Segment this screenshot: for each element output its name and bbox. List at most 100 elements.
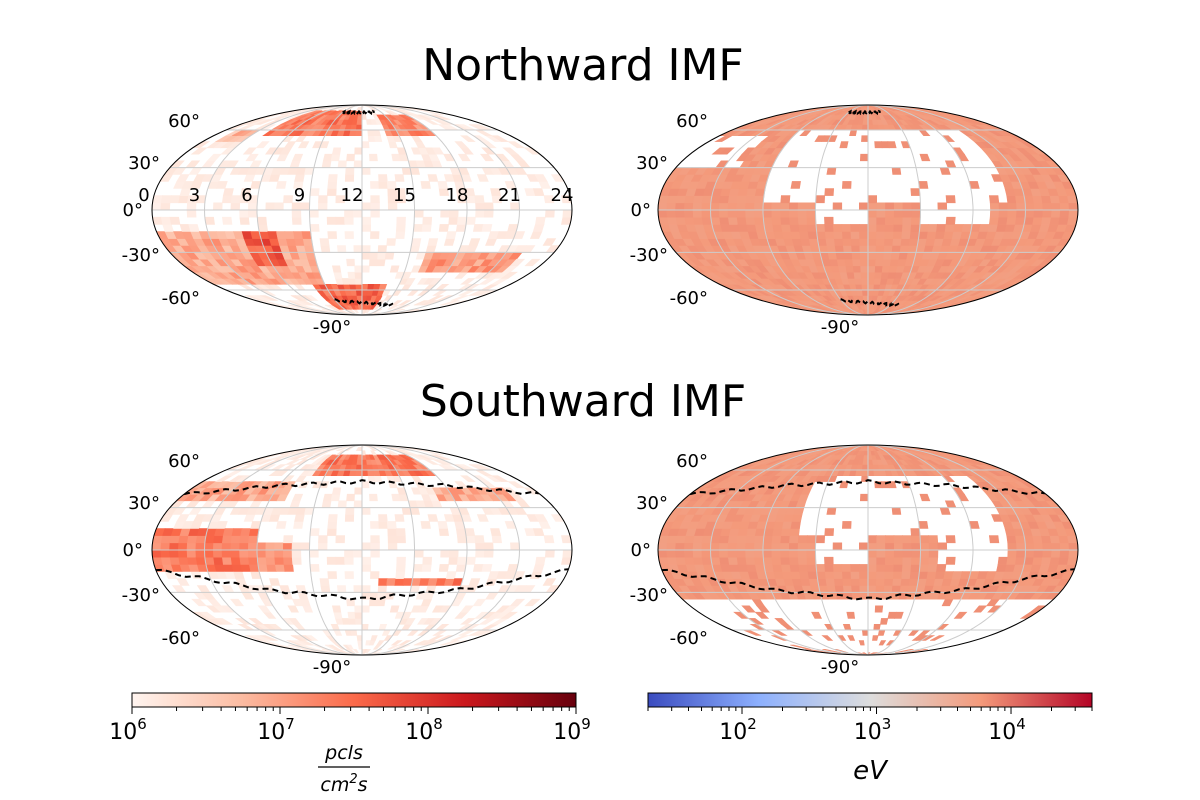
heatmap-cell bbox=[806, 209, 816, 218]
heatmap-cell bbox=[431, 147, 445, 155]
heatmap-cell bbox=[891, 245, 902, 253]
heatmap-cell bbox=[867, 271, 876, 279]
heatmap-cell bbox=[862, 119, 869, 125]
heatmap-cell bbox=[345, 167, 355, 175]
heatmap-cell bbox=[370, 571, 380, 579]
heatmap-cell bbox=[213, 535, 224, 544]
heatmap-cell bbox=[876, 202, 886, 211]
heatmap-cell bbox=[1015, 216, 1026, 225]
heatmap-cell bbox=[450, 635, 469, 641]
heatmap-cell bbox=[806, 535, 817, 544]
heatmap-cell bbox=[782, 521, 793, 529]
heatmap-cell bbox=[1016, 202, 1026, 211]
heatmap-cell bbox=[797, 202, 808, 211]
heatmap-cell bbox=[346, 644, 354, 650]
heatmap-cell bbox=[474, 195, 485, 204]
heatmap-cell bbox=[821, 635, 834, 641]
heatmap-cell bbox=[309, 564, 320, 572]
heatmap-cell bbox=[884, 231, 895, 239]
heatmap-cell bbox=[876, 231, 886, 239]
heatmap-cell bbox=[195, 549, 206, 558]
heatmap-cell bbox=[753, 202, 764, 211]
heatmap-cell bbox=[806, 216, 817, 225]
lat-tick-label: -90° bbox=[821, 657, 859, 678]
heatmap-cell bbox=[1016, 542, 1026, 551]
heatmap-cell bbox=[383, 295, 394, 301]
heatmap-cell bbox=[257, 605, 271, 613]
heatmap-cell bbox=[862, 459, 869, 465]
boundary-line bbox=[689, 479, 1046, 496]
heatmap-cell bbox=[1007, 542, 1018, 551]
heatmap-cell bbox=[884, 571, 895, 579]
heatmap-cell bbox=[902, 549, 913, 558]
heatmap-cell bbox=[476, 514, 489, 522]
heatmap-cell bbox=[884, 238, 894, 246]
heatmap-cell bbox=[378, 623, 388, 631]
heatmap-cell bbox=[771, 209, 782, 218]
heatmap-cell bbox=[500, 611, 519, 619]
heatmap-cell bbox=[423, 592, 435, 600]
heatmap-cell bbox=[867, 278, 875, 285]
heatmap-cell bbox=[754, 195, 765, 204]
heatmap-cell bbox=[206, 153, 222, 162]
heatmap-cell bbox=[196, 585, 211, 593]
heatmap-cell bbox=[336, 245, 347, 253]
heatmap-cell bbox=[825, 578, 836, 586]
heatmap-cell bbox=[260, 295, 278, 301]
heatmap-cell bbox=[753, 542, 764, 551]
heatmap-cell bbox=[893, 202, 904, 211]
heatmap-cell bbox=[902, 209, 913, 218]
heatmap-cell bbox=[384, 252, 395, 260]
heatmap-cell bbox=[267, 231, 279, 239]
heatmap-cell bbox=[378, 514, 388, 522]
heatmap-cell bbox=[388, 141, 398, 149]
lat-tick-label: -60° bbox=[670, 288, 708, 309]
heatmap-cell bbox=[861, 289, 869, 296]
heatmap-cell bbox=[797, 209, 808, 218]
heatmap-cell bbox=[893, 209, 904, 218]
heatmap-cell bbox=[941, 475, 956, 482]
heatmap-cell bbox=[239, 542, 249, 551]
heatmap-cell bbox=[846, 271, 856, 279]
heatmap-cell bbox=[1050, 542, 1061, 551]
heatmap-cell bbox=[386, 521, 397, 529]
heatmap-cell bbox=[188, 167, 203, 175]
heatmap-cell bbox=[911, 202, 921, 211]
heatmap-cell bbox=[562, 549, 572, 558]
heatmap-cell bbox=[834, 245, 845, 253]
heatmap-cell bbox=[370, 181, 380, 189]
heatmap-cell bbox=[789, 556, 800, 565]
heatmap-cell bbox=[893, 556, 904, 565]
heatmap-cell bbox=[780, 542, 790, 551]
heatmap-cell bbox=[876, 535, 886, 544]
heatmap-cell bbox=[542, 238, 557, 246]
heatmap-cell bbox=[291, 153, 304, 162]
heatmap-cell bbox=[842, 238, 852, 246]
heatmap-cell bbox=[855, 283, 863, 291]
lat-tick-label: -30° bbox=[630, 245, 668, 266]
heatmap-cell bbox=[780, 535, 791, 544]
heatmap-cell bbox=[944, 500, 957, 508]
heatmap-cell bbox=[807, 231, 818, 239]
heatmap-cell bbox=[356, 459, 363, 465]
heatmap-cell bbox=[369, 493, 378, 502]
heatmap-cell bbox=[475, 209, 485, 218]
heatmap-cell bbox=[841, 571, 852, 579]
heatmap-cell bbox=[485, 592, 499, 600]
heatmap-cell bbox=[247, 209, 258, 218]
heatmap-cell bbox=[692, 202, 703, 211]
heatmap-cell bbox=[421, 114, 438, 120]
heatmap-cell bbox=[878, 640, 887, 646]
heatmap-cell bbox=[815, 564, 826, 572]
map-outline bbox=[151, 104, 573, 316]
heatmap-cell bbox=[901, 571, 912, 579]
heatmap-cell bbox=[1033, 542, 1044, 551]
heatmap-cell bbox=[874, 265, 884, 273]
heatmap-cell bbox=[476, 174, 489, 182]
heatmap-cell bbox=[850, 571, 860, 579]
heatmap-cell bbox=[851, 585, 861, 593]
heatmap-cell bbox=[892, 231, 903, 239]
heatmap-cell bbox=[283, 535, 294, 544]
boundary-line bbox=[334, 297, 394, 308]
